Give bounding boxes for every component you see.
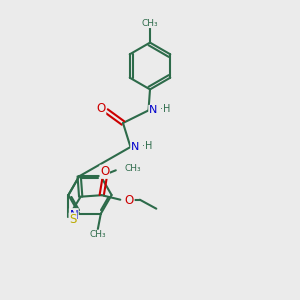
Text: CH₃: CH₃	[124, 164, 141, 173]
Text: CH₃: CH₃	[89, 230, 106, 239]
Text: ·H: ·H	[160, 104, 170, 114]
Text: N: N	[131, 142, 139, 152]
Text: S: S	[69, 213, 76, 226]
Text: ·H: ·H	[142, 140, 152, 151]
Text: O: O	[100, 165, 109, 178]
Text: CH₃: CH₃	[142, 19, 158, 28]
Text: O: O	[125, 194, 134, 207]
Text: N: N	[149, 105, 157, 116]
Text: O: O	[97, 101, 106, 115]
Text: N: N	[69, 209, 78, 222]
